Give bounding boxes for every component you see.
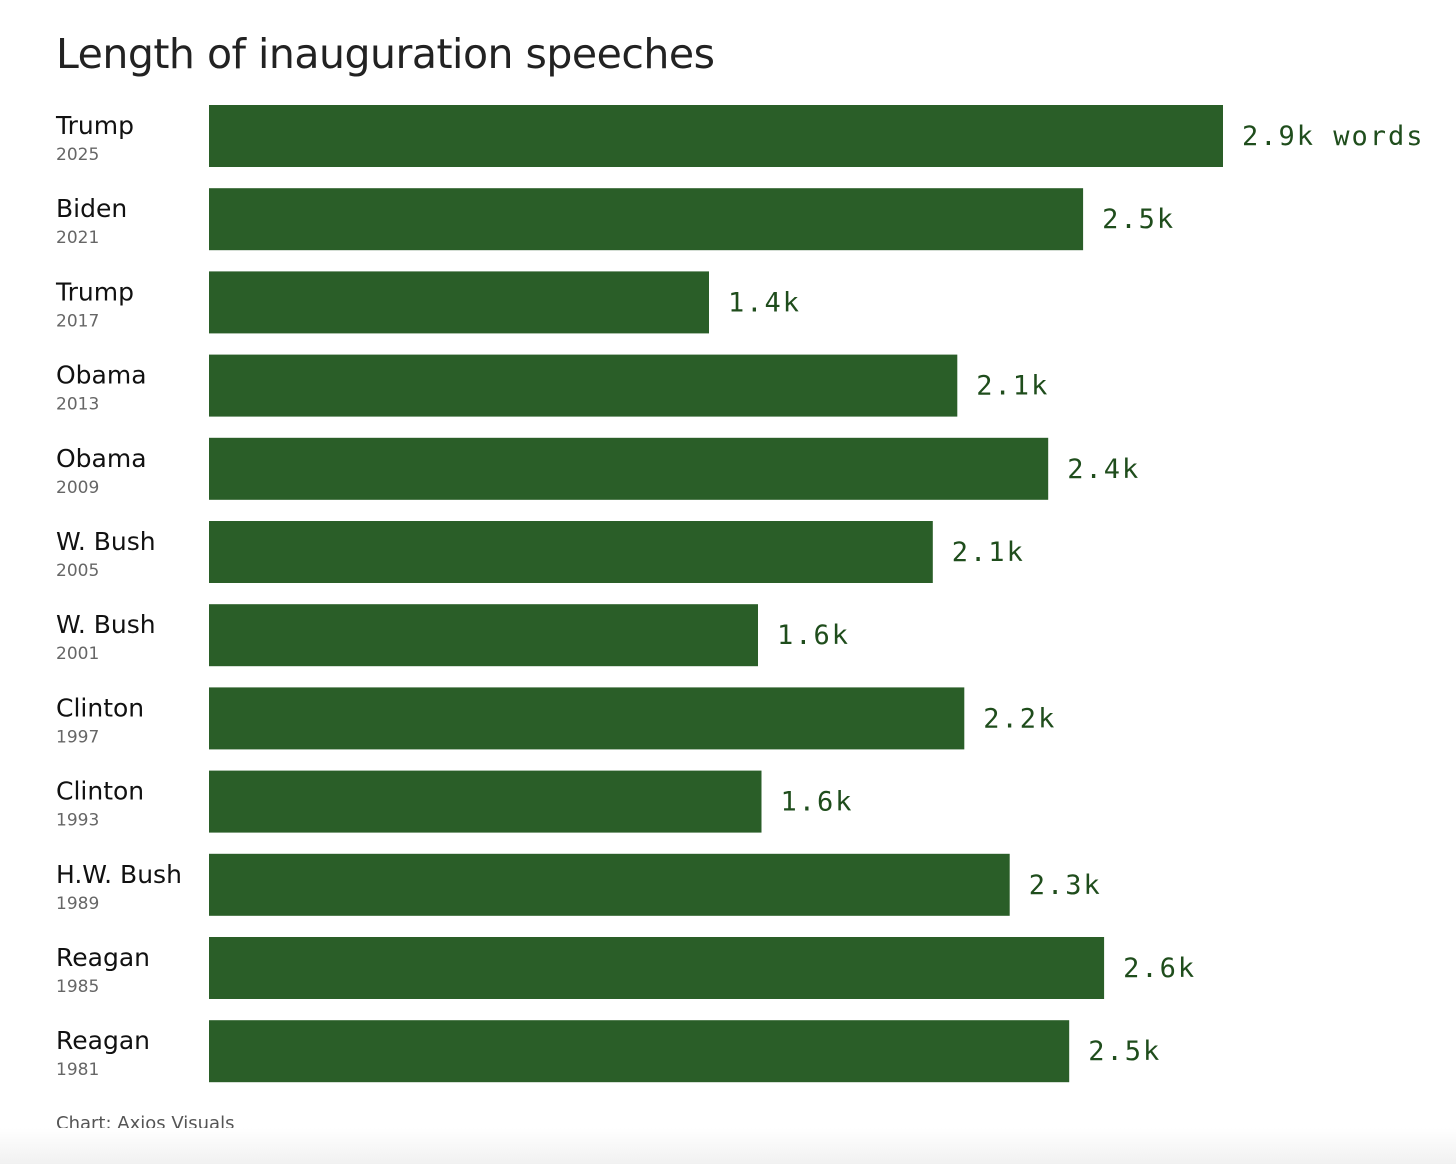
category-year-label: 1997 [56, 727, 99, 747]
category-label: Reagan [56, 943, 150, 972]
data-label: 2.4k [1067, 454, 1140, 485]
bar-row: Biden 2021 2.5k [56, 188, 1175, 251]
data-label: 2.2k [983, 703, 1056, 734]
category-year-label: 2021 [56, 228, 99, 248]
bar [209, 354, 958, 417]
bar [209, 271, 709, 334]
bar-row: Trump 2025 2.9k words [55, 105, 1425, 167]
bar [209, 1020, 1070, 1083]
chart-title: Length of inauguration speeches [56, 30, 715, 78]
bar-row: W. Bush 2005 2.1k [56, 521, 1025, 583]
bar-row: Reagan 1981 2.5k [56, 1020, 1161, 1083]
bottom-fade [0, 1128, 1456, 1164]
bar-row: Trump 2017 1.4k [55, 271, 801, 334]
bar-row: Obama 2009 2.4k [56, 437, 1140, 500]
bar-row: Reagan 1985 2.6k [56, 937, 1196, 999]
category-year-label: 1989 [56, 894, 99, 914]
bar-row: W. Bush 2001 1.6k [56, 604, 850, 667]
bar [209, 604, 758, 667]
category-label: Clinton [56, 693, 144, 722]
bar [209, 937, 1105, 999]
data-label: 1.6k [777, 620, 850, 651]
category-label: H.W. Bush [56, 860, 182, 889]
category-label: Reagan [56, 1026, 150, 1055]
data-label: 2.1k [976, 371, 1049, 402]
bar [209, 521, 933, 583]
category-label: W. Bush [56, 527, 156, 556]
data-label: 1.4k [728, 287, 801, 318]
bar [209, 853, 1010, 916]
data-label: 2.1k [952, 537, 1025, 568]
data-label: 2.6k [1123, 953, 1196, 984]
bar-row: Obama 2013 2.1k [56, 354, 1049, 417]
category-label: Clinton [56, 777, 144, 806]
data-label: 2.5k [1102, 204, 1175, 235]
bar [209, 687, 965, 750]
category-year-label: 1993 [56, 811, 99, 831]
bar [209, 105, 1223, 167]
bar [209, 437, 1049, 500]
data-label: 2.3k [1029, 870, 1102, 901]
category-label: Trump [55, 277, 134, 306]
category-year-label: 2005 [56, 561, 99, 581]
category-label: Obama [56, 444, 147, 473]
category-label: Biden [56, 194, 127, 223]
data-label: 1.6k [781, 787, 854, 818]
data-label: 2.5k [1088, 1036, 1161, 1067]
category-year-label: 2009 [56, 478, 99, 498]
category-year-label: 2013 [56, 395, 99, 415]
data-label: 2.9k words [1242, 121, 1425, 152]
category-year-label: 2017 [56, 311, 99, 331]
category-year-label: 1985 [56, 977, 99, 997]
bar [209, 188, 1084, 251]
bar-row: Clinton 1997 2.2k [56, 687, 1056, 750]
category-year-label: 2001 [56, 644, 99, 664]
category-label: Obama [56, 361, 147, 390]
bar [209, 770, 762, 833]
category-label: Trump [55, 111, 134, 140]
category-label: W. Bush [56, 610, 156, 639]
category-year-label: 1981 [56, 1060, 99, 1080]
bar-row: Clinton 1993 1.6k [56, 770, 854, 833]
bar-row: H.W. Bush 1989 2.3k [56, 853, 1102, 916]
category-year-label: 2025 [56, 145, 99, 165]
